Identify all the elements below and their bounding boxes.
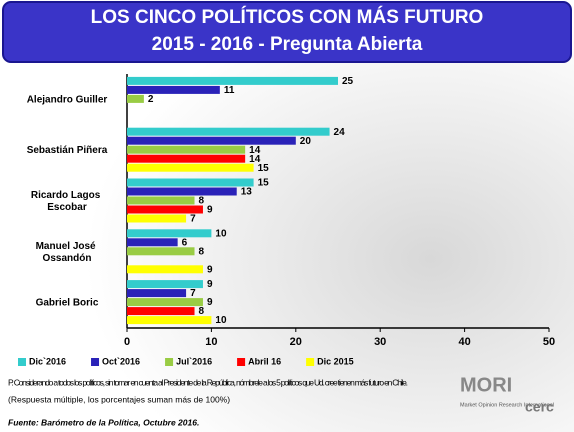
logo-cerc: cerc [525,399,554,415]
value-label: 8 [199,246,205,257]
bar [127,289,187,298]
value-label: 13 [241,187,253,198]
bar [127,196,195,205]
legend-label: Oct`2016 [102,356,140,366]
value-label: 9 [207,264,213,275]
x-tick-label: 40 [458,336,470,348]
value-label: 6 [182,237,188,248]
y-tick-label: Alejandro Guiller [27,94,108,105]
bar [127,205,203,214]
bar [127,280,203,289]
x-tick-label: 30 [374,336,386,348]
value-label: 7 [190,214,196,225]
x-tick-label: 20 [290,336,302,348]
bar [127,154,246,163]
value-label: 8 [199,306,205,317]
value-label: 7 [190,288,196,299]
legend-swatch [91,358,100,366]
y-tick-label: Sebastián Piñera [27,145,108,156]
logo-mori: MORI [460,374,512,396]
bar [127,238,178,247]
legend-label: Dic`2016 [29,356,66,366]
logo-tagline: Market Opinion Research International [460,402,554,408]
bar [127,316,212,325]
x-tick-label: 0 [124,336,130,348]
bar [127,307,195,316]
bar [127,265,203,274]
value-label: 14 [249,154,261,165]
value-label: 10 [215,315,227,326]
y-tick-label: Manuel José Ossandón [36,240,99,263]
bar [127,214,187,223]
legend-swatch [237,358,246,366]
bar [127,298,203,307]
value-label: 25 [342,76,354,87]
legend-label: Jul`2016 [176,356,212,366]
bar [127,85,220,94]
value-label: 20 [300,136,312,147]
x-tick-label: 50 [543,336,555,348]
x-tick-label: 10 [205,336,217,348]
value-label: 10 [215,228,227,239]
bar [127,163,254,172]
bar [127,136,296,145]
bar [127,145,246,154]
chart-title: LOS CINCO POLÍTICOS CON MÁS FUTURO [91,6,484,28]
bar [127,76,338,85]
chart-subtitle: 2015 - 2016 - Pregunta Abierta [152,34,423,55]
bar [127,178,254,187]
value-label: 9 [207,279,213,290]
value-label: 9 [207,205,213,216]
value-label: 9 [207,297,213,308]
value-label: 8 [199,196,205,207]
footnote-source: Fuente: Barómetro de la Política, Octubr… [8,417,199,427]
y-tick-label: Ricardo Lagos Escobar [31,190,103,213]
value-label: 2 [148,94,154,105]
legend-swatch [306,358,315,366]
bar [127,187,237,196]
value-label: 11 [224,85,235,96]
value-label: 14 [249,145,261,156]
bar [127,94,144,103]
legend-label: Dic 2015 [317,356,354,366]
header-band [2,1,572,63]
bar [127,229,212,238]
bar [127,247,195,256]
y-tick-label: Gabriel Boric [36,297,99,308]
value-label: 15 [258,178,270,189]
value-label: 24 [334,127,346,138]
legend-label: Abril 16 [248,356,281,366]
value-label: 15 [258,163,270,174]
bar [127,127,330,136]
footnote-note: (Respuesta múltiple, los porcentajes sum… [8,394,230,404]
footnote-question: P. Considerando a todos los políticos, s… [8,377,408,387]
legend-swatch [18,358,26,366]
legend-swatch [165,358,174,366]
